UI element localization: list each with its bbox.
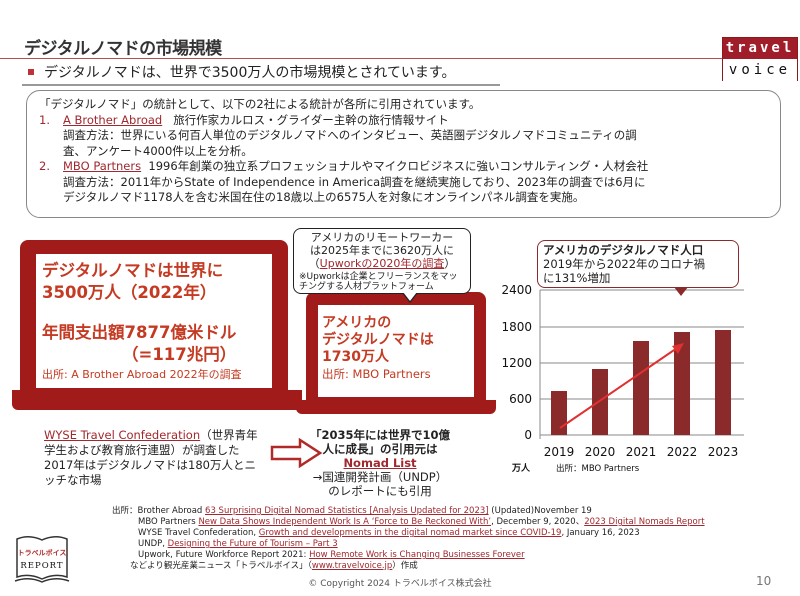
svg-text:600: 600 bbox=[509, 392, 532, 406]
info-intro: 「デジタルノマド」の統計として、以下の2社による統計が各所に引用されています。 bbox=[39, 97, 481, 111]
wyse-link[interactable]: WYSE Travel Confederation bbox=[44, 428, 201, 442]
svg-text:2020: 2020 bbox=[585, 445, 616, 459]
source-link-wyse[interactable]: Growth and developments in the digital n… bbox=[258, 528, 562, 538]
svg-text:2023: 2023 bbox=[708, 445, 739, 459]
chart-bars bbox=[551, 330, 731, 435]
a-brother-abroad-link[interactable]: A Brother Abroad bbox=[63, 112, 163, 127]
trend-arrow-icon bbox=[559, 343, 684, 429]
us-nomad-panel: アメリカの デジタルノマドは 1730万人 出所: MBO Partners bbox=[318, 305, 474, 397]
bullet-square-icon bbox=[28, 69, 34, 75]
title-divider bbox=[0, 58, 725, 59]
page-title: デジタルノマドの市場規模 bbox=[24, 39, 222, 59]
info-item-2: 2. MBO Partners 1996年創業の独立系プロフェッショナルやマイク… bbox=[39, 159, 649, 173]
svg-text:1800: 1800 bbox=[501, 320, 532, 334]
source-link-upwork[interactable]: How Remote Work is Changing Businesses F… bbox=[309, 550, 525, 560]
travelvoice-url-link[interactable]: www.travelvoice.jp bbox=[311, 561, 393, 571]
summary-text: デジタルノマドは、世界で3500万人の市場規模とされています。 bbox=[44, 65, 456, 81]
copyright: © Copyright 2024 トラベルボイス株式会社 bbox=[308, 579, 492, 589]
chart-callout: アメリカのデジタルノマド人口 2019年から2022年のコロナ禍に131%増加 bbox=[537, 240, 739, 288]
summary-bullet: デジタルノマドは、世界で3500万人の市場規模とされています。 bbox=[28, 62, 456, 82]
world-nomad-panel: デジタルノマドは世界に 3500万人（2022年） 年間支出額7877億米ドル … bbox=[36, 254, 272, 388]
svg-text:万人: 万人 bbox=[511, 462, 531, 474]
callout-tail-fill bbox=[403, 292, 417, 301]
sources-block: 出所：Brother Abroad 63 Surprising Digital … bbox=[112, 506, 705, 571]
mbo-partners-link[interactable]: MBO Partners bbox=[63, 159, 142, 173]
nomad-list-note: 「2035年には世界で10億 人に成長」の引用元は Nomad List →国連… bbox=[309, 428, 450, 498]
svg-text:出所：MBO Partners: 出所：MBO Partners bbox=[556, 463, 640, 474]
svg-text:2019: 2019 bbox=[544, 445, 575, 459]
laptop-base-us bbox=[296, 400, 496, 414]
y-tick-2400: 2400 bbox=[501, 283, 532, 297]
laptop-base-world bbox=[12, 390, 302, 410]
right-arrow-icon bbox=[270, 437, 323, 472]
svg-text:2021: 2021 bbox=[626, 445, 657, 459]
svg-text:1200: 1200 bbox=[501, 356, 532, 370]
svg-text:トラベルボイス: トラベルボイス bbox=[18, 548, 67, 557]
subtitle-divider bbox=[22, 84, 500, 86]
remote-worker-callout: アメリカのリモートワーカー は2025年までに3620万人に （Upworkの2… bbox=[293, 228, 471, 294]
svg-text:0: 0 bbox=[524, 428, 532, 442]
source-link-abroad[interactable]: 63 Surprising Digital Nomad Statistics [… bbox=[205, 506, 489, 516]
page-number: 10 bbox=[756, 574, 772, 588]
statistics-info-box: 「デジタルノマド」の統計として、以下の2社による統計が各所に引用されています。 … bbox=[26, 90, 781, 218]
travelvoice-logo: travel voice bbox=[722, 37, 798, 81]
source-link-undp[interactable]: Designing the Future of Tourism – Part 3 bbox=[167, 539, 338, 549]
source-link-mbo[interactable]: New Data Shows Independent Work Is A ‘Fo… bbox=[198, 517, 492, 527]
upwork-survey-link[interactable]: Upworkの2020年の調査 bbox=[319, 257, 445, 270]
source-link-mbo-report[interactable]: 2023 Digital Nomads Report bbox=[584, 517, 705, 527]
chart-callout-tail bbox=[674, 287, 688, 296]
us-nomad-bar-chart: 2400 1800 1200 600 0 2019 2020 bbox=[498, 236, 798, 481]
travelvoice-report-logo: トラベルボイス REPORT bbox=[14, 533, 70, 585]
wyse-note: WYSE Travel Confederation（世界青年学生および教育旅行連… bbox=[44, 428, 258, 487]
svg-text:REPORT: REPORT bbox=[20, 561, 63, 571]
nomad-list-link[interactable]: Nomad List bbox=[343, 456, 417, 470]
svg-text:2022: 2022 bbox=[667, 445, 698, 459]
info-item-1: 1. A Brother Abroad 旅行作家カルロス・グライダー主幹の旅行情… bbox=[39, 112, 449, 127]
